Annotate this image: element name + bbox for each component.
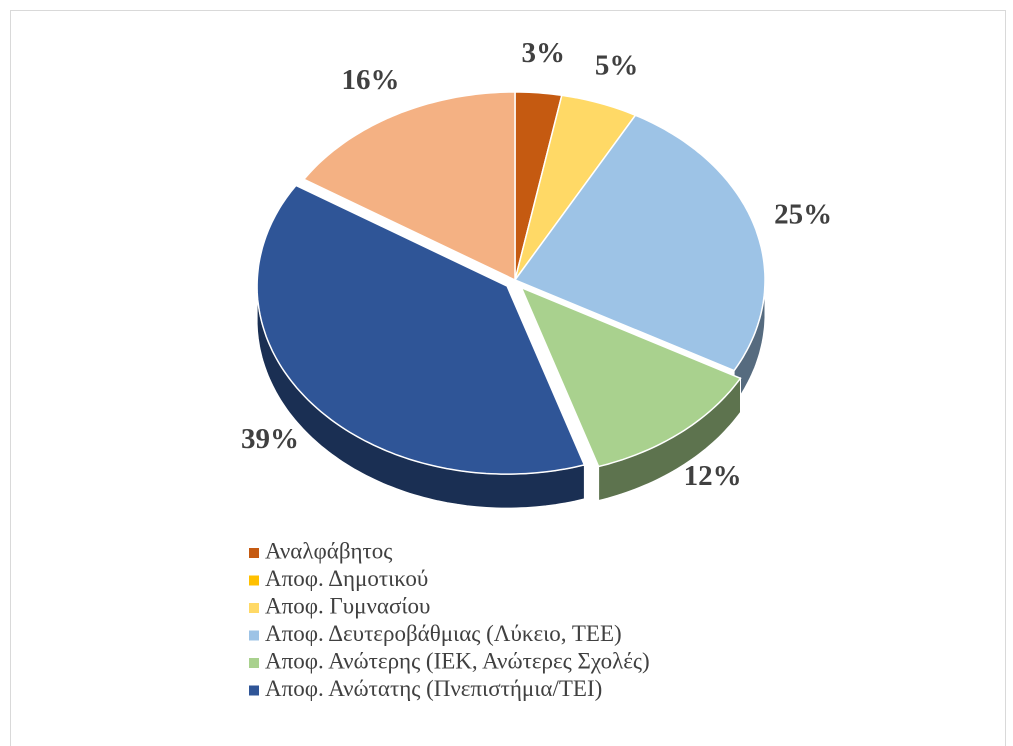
legend-label: Αποφ. Δημοτικού [265, 566, 428, 591]
legend-label: Αποφ. Ανώτερης (ΙΕΚ, Ανώτερες Σχολές) [265, 648, 650, 673]
legend-label: Αναλφάβητος [265, 538, 392, 563]
legend-swatch [249, 548, 259, 558]
data-label: 12% [684, 460, 742, 492]
legend-label: Αποφ. Δευτεροβάθμιας (Λύκειο, ΤΕΕ) [265, 621, 622, 646]
data-label: 25% [774, 199, 832, 231]
slice [519, 286, 742, 468]
legend-swatch [249, 658, 259, 668]
legend-label: Αποφ. Ανώτατης (Πνεπιστήμια/ΤΕΙ) [265, 676, 602, 701]
data-label: 16% [341, 64, 399, 96]
slice [514, 94, 637, 281]
legend-swatch [249, 603, 259, 613]
legend-swatch [249, 575, 259, 586]
slice [513, 114, 766, 372]
legend-swatch [249, 685, 259, 696]
legend-label: Αποφ. Γυμνασίου [265, 593, 430, 618]
slice [302, 91, 516, 282]
data-label: 5% [595, 49, 639, 81]
legend-swatch [249, 630, 259, 641]
data-label: 3% [521, 37, 565, 69]
data-label: 39% [241, 423, 299, 455]
slice [256, 184, 586, 475]
chart-border [10, 10, 1006, 746]
